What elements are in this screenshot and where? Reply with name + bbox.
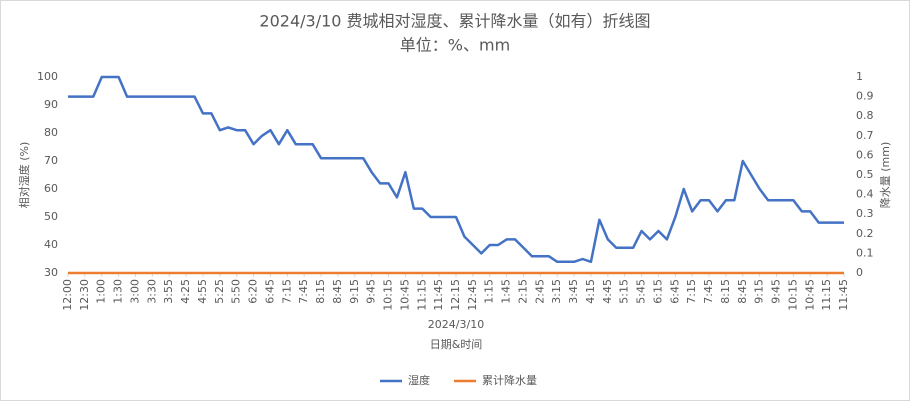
x-tick-label: 7:45 bbox=[702, 279, 715, 304]
chart-subtitle: 单位：%、mm bbox=[400, 36, 510, 55]
x-tick-label: 8:15 bbox=[719, 279, 732, 304]
y2-tick-label: 1 bbox=[856, 70, 863, 83]
legend-label: 累计降水量 bbox=[482, 373, 537, 387]
x-tick-label: 8:45 bbox=[736, 279, 749, 304]
y-axis-title: 相对湿度 (%) bbox=[17, 142, 31, 209]
x-axis-title: 日期&时间 bbox=[430, 338, 483, 351]
x-group-label: 2024/3/10 bbox=[428, 318, 484, 331]
x-tick-label: 2:45 bbox=[533, 279, 546, 304]
x-tick-label: 1:30 bbox=[112, 279, 125, 304]
y2-tick-label: 0.4 bbox=[856, 188, 874, 201]
y-tick-label: 70 bbox=[44, 154, 58, 167]
y2-tick-label: 0.6 bbox=[856, 148, 874, 161]
x-tick-label: 9:45 bbox=[365, 279, 378, 304]
x-tick-label: 6:20 bbox=[247, 279, 260, 304]
x-tick-label: 12:15 bbox=[449, 279, 462, 311]
y2-tick-label: 0.8 bbox=[856, 109, 874, 122]
y2-tick-label: 0.1 bbox=[856, 246, 874, 259]
data-line bbox=[68, 75, 844, 264]
x-tick-label: 3:00 bbox=[128, 279, 141, 304]
chart-title: 2024/3/10 费城相对湿度、累计降水量（如有）折线图 bbox=[259, 12, 650, 31]
x-tick-label: 7:45 bbox=[297, 279, 310, 304]
x-tick-label: 3:55 bbox=[162, 279, 175, 304]
x-tick-label: 9:15 bbox=[753, 279, 766, 304]
x-tick-label: 4:55 bbox=[196, 279, 209, 304]
y-tick-label: 50 bbox=[44, 210, 58, 223]
y2-tick-label: 0 bbox=[856, 266, 863, 279]
y-tick-label: 90 bbox=[44, 98, 58, 111]
x-tick-label: 11:45 bbox=[432, 279, 445, 311]
x-tick-label: 1:00 bbox=[95, 279, 108, 304]
x-tick-label: 3:30 bbox=[145, 279, 158, 304]
legend-label: 湿度 bbox=[408, 373, 430, 387]
x-tick-label: 10:45 bbox=[398, 279, 411, 311]
y2-tick-label: 0.7 bbox=[856, 129, 874, 142]
y-tick-label: 40 bbox=[44, 238, 58, 251]
x-tick-label: 5:50 bbox=[230, 279, 243, 304]
x-tick-label: 7:15 bbox=[685, 279, 698, 304]
x-tick-label: 11:15 bbox=[415, 279, 428, 311]
x-tick-label: 11:15 bbox=[820, 279, 833, 311]
x-tick-label: 12:30 bbox=[78, 279, 91, 311]
y2-axis-title: 降水量 (mm) bbox=[878, 142, 892, 209]
y2-tick-label: 0.2 bbox=[856, 227, 874, 240]
x-tick-label: 6:45 bbox=[263, 279, 276, 304]
y-tick-label: 80 bbox=[44, 126, 58, 139]
x-tick-label: 4:25 bbox=[179, 279, 192, 304]
x-tick-label: 5:15 bbox=[618, 279, 631, 304]
x-tick-label: 1:45 bbox=[500, 279, 513, 304]
x-tick-label: 12:45 bbox=[466, 279, 479, 311]
x-tick-label: 3:45 bbox=[567, 279, 580, 304]
x-tick-label: 1:15 bbox=[483, 279, 496, 304]
y2-tick-label: 0.5 bbox=[856, 168, 874, 181]
x-tick-label: 2:15 bbox=[516, 279, 529, 304]
y2-tick-label: 0.3 bbox=[856, 207, 874, 220]
y-tick-label: 60 bbox=[44, 182, 58, 195]
x-tick-label: 3:15 bbox=[550, 279, 563, 304]
x-tick-label: 12:00 bbox=[61, 279, 74, 311]
x-tick-label: 6:15 bbox=[651, 279, 664, 304]
x-tick-label: 7:15 bbox=[280, 279, 293, 304]
y-tick-label: 30 bbox=[44, 266, 58, 279]
x-tick-label: 4:15 bbox=[584, 279, 597, 304]
x-tick-label: 8:45 bbox=[331, 279, 344, 304]
x-tick-label: 4:45 bbox=[601, 279, 614, 304]
y2-tick-label: 0.9 bbox=[856, 90, 874, 103]
x-tick-label: 5:25 bbox=[213, 279, 226, 304]
x-tick-label: 11:45 bbox=[837, 279, 850, 311]
x-tick-label: 5:45 bbox=[635, 279, 648, 304]
y-tick-label: 100 bbox=[37, 70, 58, 83]
x-tick-label: 10:45 bbox=[803, 279, 816, 311]
x-tick-label: 9:45 bbox=[770, 279, 783, 304]
x-tick-label: 10:15 bbox=[786, 279, 799, 311]
x-tick-label: 9:15 bbox=[348, 279, 361, 304]
x-tick-label: 10:15 bbox=[382, 279, 395, 311]
x-tick-label: 8:15 bbox=[314, 279, 327, 304]
x-tick-label: 6:45 bbox=[668, 279, 681, 304]
